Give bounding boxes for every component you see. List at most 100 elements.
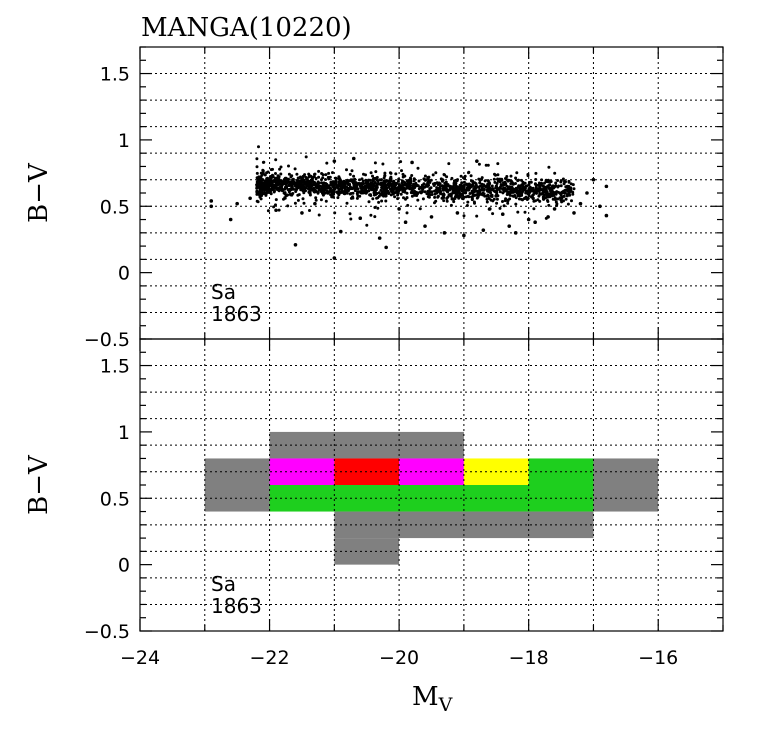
scatter-point bbox=[329, 189, 333, 193]
scatter-point bbox=[547, 203, 551, 207]
scatter-point bbox=[482, 187, 486, 191]
scatter-point bbox=[521, 183, 525, 187]
scatter-point bbox=[495, 190, 499, 194]
scatter-point bbox=[374, 170, 378, 174]
scatter-point bbox=[524, 189, 528, 193]
scatter-point bbox=[429, 193, 432, 197]
scatter-point bbox=[556, 185, 560, 189]
scatter-point bbox=[261, 187, 265, 191]
scatter-point bbox=[309, 182, 313, 186]
scatter-point bbox=[451, 191, 455, 195]
scatter-point bbox=[307, 179, 311, 183]
scatter-point bbox=[530, 195, 534, 199]
scatter-point bbox=[496, 179, 500, 183]
scatter-point bbox=[442, 199, 446, 203]
scatter-point bbox=[550, 189, 554, 193]
scatter-point bbox=[300, 178, 304, 181]
scatter-point bbox=[402, 186, 406, 190]
scatter-point bbox=[351, 156, 356, 161]
scatter-point bbox=[293, 242, 298, 247]
scatter-point bbox=[475, 214, 479, 218]
scatter-point bbox=[314, 198, 318, 202]
scatter-point bbox=[501, 200, 504, 203]
y-tick-label: 1.5 bbox=[100, 64, 130, 86]
scatter-point bbox=[389, 175, 393, 179]
scatter-point bbox=[300, 185, 304, 189]
scatter-point bbox=[375, 196, 379, 200]
scatter-point bbox=[270, 185, 274, 189]
scatter-point bbox=[486, 187, 489, 191]
scatter-point bbox=[485, 194, 488, 198]
scatter-point bbox=[459, 174, 463, 178]
scatter-point bbox=[303, 173, 307, 177]
scatter-point bbox=[316, 186, 320, 190]
panel-annotation: Sa bbox=[211, 280, 236, 304]
scatter-point bbox=[430, 190, 434, 194]
y-tick-label: −0.5 bbox=[84, 329, 130, 351]
scatter-point bbox=[255, 199, 259, 203]
scatter-point bbox=[325, 161, 329, 165]
scatter-point bbox=[463, 188, 467, 192]
scatter-point bbox=[289, 188, 293, 192]
scatter-point bbox=[295, 187, 299, 191]
scatter-point bbox=[289, 182, 293, 186]
scatter-point bbox=[362, 182, 365, 186]
scatter-point bbox=[517, 189, 521, 193]
scatter-point bbox=[485, 200, 489, 204]
scatter-point bbox=[261, 168, 265, 172]
y-tick-label: 1 bbox=[118, 130, 130, 152]
scatter-point bbox=[415, 183, 419, 187]
scatter-point bbox=[402, 180, 405, 184]
scatter-point bbox=[320, 172, 324, 175]
scatter-point bbox=[442, 173, 446, 176]
scatter-point bbox=[538, 185, 542, 189]
scatter-point bbox=[361, 185, 365, 189]
scatter-point bbox=[373, 181, 377, 184]
scatter-point bbox=[293, 201, 297, 205]
scatter-point bbox=[546, 193, 550, 197]
scatter-point bbox=[533, 182, 537, 186]
scatter-point bbox=[485, 184, 489, 188]
scatter-point bbox=[431, 173, 435, 177]
scatter-point bbox=[285, 185, 288, 189]
scatter-point bbox=[389, 187, 393, 191]
scatter-point bbox=[293, 167, 297, 171]
scatter-point bbox=[280, 188, 285, 193]
scatter-point bbox=[393, 183, 397, 187]
scatter-point bbox=[476, 185, 480, 189]
scatter-point bbox=[497, 187, 501, 191]
scatter-point bbox=[524, 184, 528, 188]
scatter-point bbox=[494, 173, 497, 177]
scatter-point bbox=[463, 174, 467, 178]
scatter-point bbox=[391, 189, 395, 193]
x-tick-label: −16 bbox=[638, 647, 678, 669]
scatter-point bbox=[371, 184, 375, 188]
scatter-point bbox=[400, 169, 403, 173]
scatter-point bbox=[455, 211, 460, 215]
scatter-point bbox=[410, 189, 414, 193]
scatter-point bbox=[473, 189, 477, 193]
scatter-point bbox=[426, 176, 430, 179]
scatter-point bbox=[447, 188, 451, 192]
scatter-point bbox=[476, 195, 480, 199]
scatter-point bbox=[384, 186, 388, 189]
scatter-point bbox=[343, 192, 347, 196]
scatter-point bbox=[514, 187, 518, 190]
scatter-point bbox=[564, 197, 568, 201]
scatter-point bbox=[386, 183, 390, 187]
x-tick-labels: −24 −22 −20 −18 −16 bbox=[120, 647, 678, 669]
scatter-point bbox=[532, 189, 536, 193]
scatter-point bbox=[544, 191, 548, 195]
scatter-point bbox=[571, 192, 575, 196]
scatter-point bbox=[423, 174, 427, 178]
scatter-point bbox=[475, 159, 479, 163]
scatter-point bbox=[260, 190, 264, 194]
scatter-point bbox=[282, 191, 286, 195]
scatter-point bbox=[383, 173, 387, 177]
scatter-point bbox=[395, 191, 399, 195]
scatter-point bbox=[514, 202, 518, 206]
scatter-point bbox=[294, 181, 298, 185]
scatter-point bbox=[347, 183, 351, 187]
scatter-point bbox=[421, 197, 425, 201]
scatter-point bbox=[481, 193, 485, 197]
